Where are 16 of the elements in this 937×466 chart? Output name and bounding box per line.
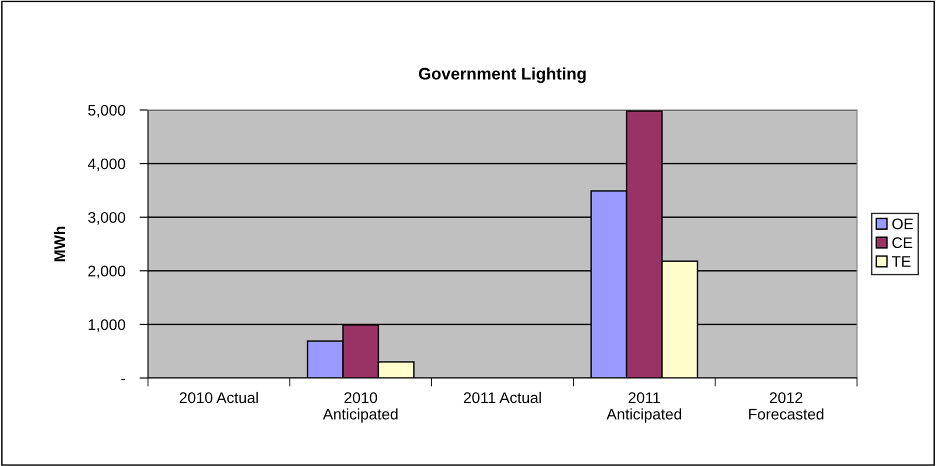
legend-label: TE xyxy=(892,256,910,267)
y-tick-label: 5,000 xyxy=(88,104,126,118)
chart-title: Government Lighting xyxy=(418,67,586,83)
y-axis-title: MWh xyxy=(54,226,65,262)
x-tick-label: 2010 Anticipated xyxy=(322,392,398,423)
y-tick-label: 2,000 xyxy=(88,266,126,278)
x-tick-label: 2012 Forecasted xyxy=(749,392,824,420)
y-tick-label: 3,000 xyxy=(88,212,126,225)
y-tick-label: - xyxy=(121,378,126,380)
x-tick-label: 2011 Actual xyxy=(464,392,541,404)
x-tick-label: 2010 Actual xyxy=(180,392,258,404)
y-tick-label: 1,000 xyxy=(88,319,126,332)
x-tick-label: 2011 Anticipated xyxy=(606,392,682,423)
legend-label: OE xyxy=(892,218,914,230)
legend-label: CE xyxy=(892,237,912,248)
y-tick-label: 4,000 xyxy=(88,158,126,172)
